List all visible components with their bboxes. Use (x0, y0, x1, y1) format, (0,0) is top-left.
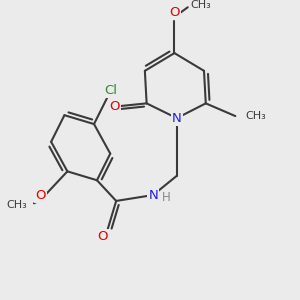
Text: Cl: Cl (104, 84, 117, 97)
Text: N: N (172, 112, 182, 124)
Text: CH₃: CH₃ (191, 0, 212, 10)
Text: O: O (109, 100, 119, 113)
Text: O: O (169, 6, 180, 19)
Text: CH₃: CH₃ (246, 111, 266, 121)
Text: O: O (35, 188, 46, 202)
Text: O: O (98, 230, 108, 243)
Text: CH₃: CH₃ (7, 200, 28, 210)
Text: H: H (162, 191, 171, 205)
Text: N: N (148, 188, 158, 202)
